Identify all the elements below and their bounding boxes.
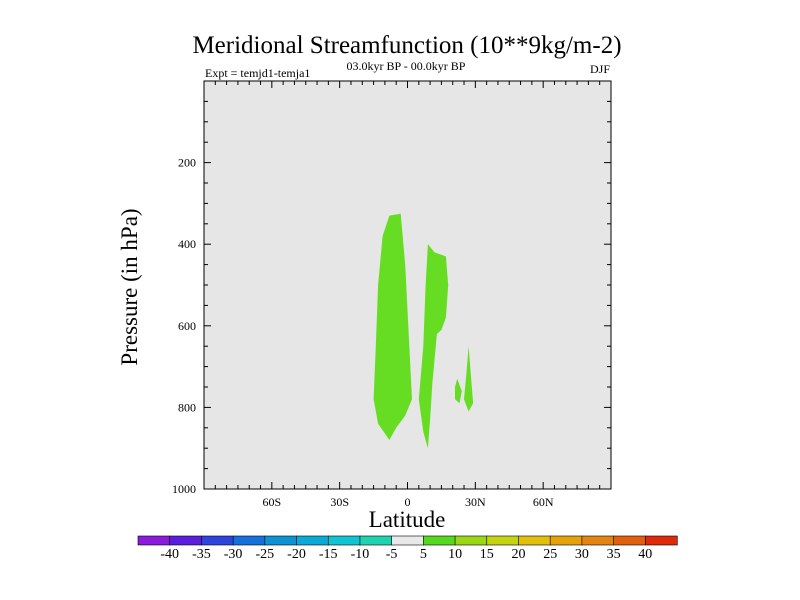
season-label: DJF	[590, 62, 610, 76]
colorbar-label: -10	[351, 547, 370, 562]
chart-subtitle: 03.0kyr BP - 00.0kyr BP	[347, 59, 466, 73]
colorbar-segment	[359, 535, 393, 546]
colorbar-label: -35	[192, 547, 211, 562]
colorbar-segment	[391, 535, 424, 546]
y-tick-label: 600	[178, 319, 196, 333]
x-tick-label: 0	[405, 495, 411, 509]
colorbar-segment	[518, 535, 551, 546]
colorbar-segment	[232, 535, 266, 546]
chart-title: Meridional Streamfunction (10**9kg/m-2)	[192, 32, 621, 59]
colorbar-label: 25	[543, 547, 557, 562]
colorbar-segment	[169, 535, 203, 546]
x-axis-label: Latitude	[369, 507, 446, 532]
colorbar-segment	[137, 535, 171, 546]
colorbar-label: -40	[160, 547, 179, 562]
contour-region-3	[455, 378, 462, 404]
colorbar-segment	[296, 535, 329, 546]
contour-region-4	[464, 346, 474, 412]
colorbar-label: 15	[480, 547, 494, 562]
x-tick-label: 60N	[533, 495, 554, 509]
colorbar-label: -30	[224, 547, 243, 562]
y-tick-label: 800	[178, 400, 196, 414]
contour-region-2	[418, 244, 449, 449]
colorbar-segment	[613, 535, 646, 546]
colorbar: -40 -35 -30 -25 -20 -15 -10 -5 5 10 15 20 25 30 35 40	[137, 535, 678, 562]
contour-region-1	[373, 213, 412, 440]
colorbar-label: -20	[287, 547, 306, 562]
x-tick-label: 30S	[330, 495, 349, 509]
colorbar-label: -25	[255, 547, 274, 562]
axis-ticks: 60S 30S 0 30N 60N 200 400 600 800 1000	[172, 80, 612, 509]
plot-area	[204, 81, 611, 489]
colorbar-segment	[454, 535, 488, 546]
colorbar-segment	[581, 535, 615, 546]
colorbar-label: 10	[448, 547, 462, 562]
colorbar-label: 35	[607, 547, 621, 562]
experiment-label: Expt = temjd1-temja1	[205, 66, 310, 80]
colorbar-segment	[644, 535, 678, 546]
contour-regions	[373, 213, 474, 449]
colorbar-label: 40	[638, 547, 652, 562]
y-tick-label: 200	[178, 156, 196, 170]
y-tick-label: 400	[178, 237, 196, 251]
colorbar-segment	[264, 535, 298, 546]
colorbar-label: 20	[512, 547, 526, 562]
colorbar-segment	[423, 535, 456, 546]
colorbar-segment	[201, 535, 234, 546]
colorbar-label: -15	[319, 547, 338, 562]
colorbar-segment	[486, 535, 520, 546]
x-tick-label: 60S	[262, 495, 281, 509]
x-tick-label: 30N	[465, 495, 486, 509]
colorbar-label: -5	[386, 547, 398, 562]
colorbar-segment	[327, 535, 361, 546]
colorbar-segment	[549, 535, 583, 546]
colorbar-label: 30	[575, 547, 589, 562]
y-axis-label: Pressure (in hPa)	[117, 208, 142, 365]
y-tick-label: 1000	[172, 482, 196, 496]
colorbar-label: 5	[420, 547, 427, 562]
